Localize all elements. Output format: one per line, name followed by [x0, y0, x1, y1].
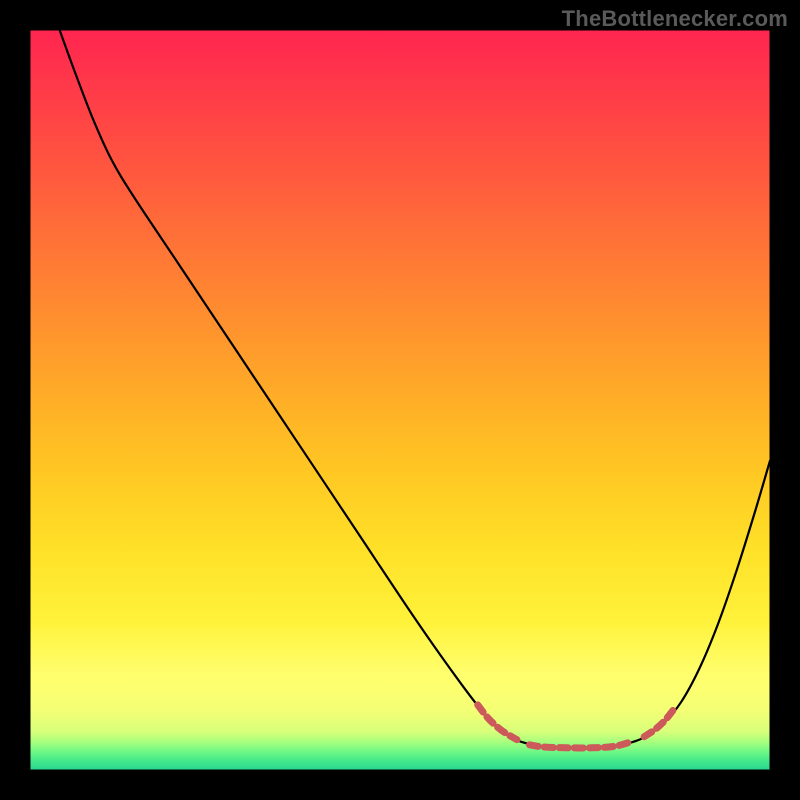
bottleneck-chart: TheBottlenecker.com	[0, 0, 800, 800]
watermark-text: TheBottlenecker.com	[562, 6, 788, 32]
chart-svg	[0, 0, 800, 800]
